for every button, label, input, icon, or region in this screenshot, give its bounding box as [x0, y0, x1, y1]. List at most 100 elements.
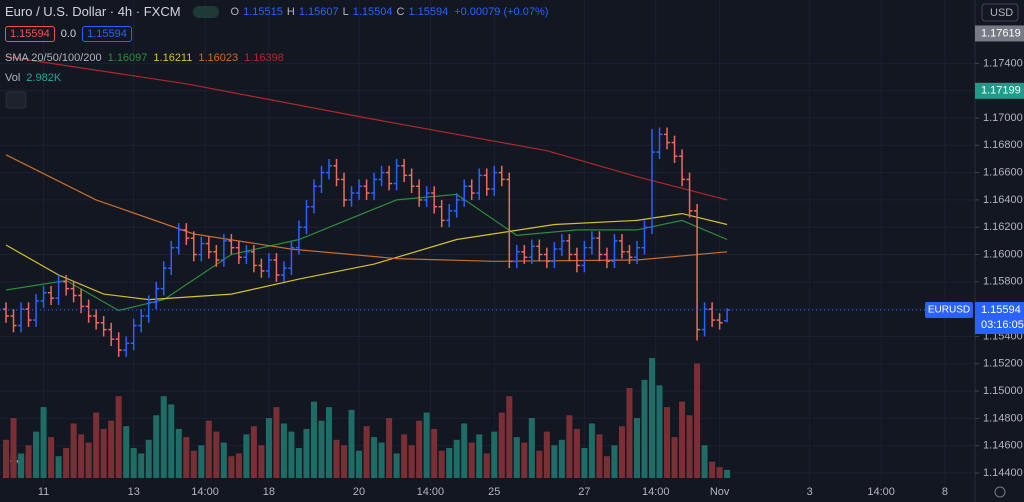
volume-bar — [618, 426, 625, 478]
price-tag-label: 1.17619 — [981, 27, 1021, 39]
moving-average — [5, 212, 728, 301]
volume-bar — [295, 448, 302, 478]
volume-bar — [175, 428, 182, 478]
volume-bar — [235, 453, 242, 478]
volume-bar — [85, 442, 92, 478]
ohlc-value: 1.15594 — [408, 5, 449, 18]
volume-bar — [356, 450, 363, 478]
volume-bar — [431, 428, 438, 478]
volume-bar — [423, 412, 430, 478]
last-price-tag — [975, 301, 1024, 334]
x-tick-label: 14:00 — [867, 486, 895, 498]
volume-bar — [461, 423, 468, 478]
ohlc-label: O — [230, 5, 240, 18]
volume-bar — [250, 426, 257, 478]
volume-bar — [183, 437, 190, 478]
y-tick-label: 1.17000 — [983, 112, 1023, 124]
volume-row: Vol 2.982K — [5, 72, 61, 84]
collapse-button[interactable] — [5, 91, 27, 109]
x-tick-label: 20 — [353, 486, 365, 498]
x-tick-label: 25 — [488, 486, 500, 498]
currency-button[interactable] — [981, 3, 1019, 22]
ohlc-label: C — [396, 5, 405, 18]
volume-bar — [648, 358, 656, 478]
sma-value: 1.16398 — [244, 52, 284, 64]
volume-bar — [198, 445, 205, 478]
volume-bar — [709, 461, 716, 478]
settings-icon[interactable] — [994, 486, 1006, 498]
volume-bar — [363, 426, 370, 478]
volume-bar — [453, 439, 460, 478]
volume-bar — [716, 467, 723, 478]
y-tick-label: 1.16800 — [983, 139, 1023, 151]
x-tick-label: 3 — [807, 486, 813, 498]
y-tick-label: 1.15000 — [983, 385, 1023, 397]
volume-bar — [326, 407, 333, 478]
last-price-label: 1.15594 — [981, 304, 1021, 316]
volume-bar — [664, 407, 671, 478]
volume-bar — [724, 469, 731, 478]
volume-bar — [573, 428, 580, 478]
volume-bar — [190, 450, 197, 478]
y-tick-label: 1.14600 — [983, 440, 1023, 452]
volume-bar — [603, 456, 610, 478]
market-status — [192, 5, 219, 18]
volume-bar — [168, 404, 175, 478]
currency[interactable]: USD — [990, 7, 1013, 19]
volume-bar — [108, 420, 115, 478]
volume-bar — [506, 396, 513, 478]
indicator-row: SMA 20/50/100/200 1.16097 1.16211 1.16023 1… — [5, 52, 284, 64]
moving-average — [5, 55, 728, 201]
sell-price[interactable]: 1.15594 — [5, 26, 55, 42]
volume-bar — [145, 439, 152, 478]
volume-bar — [476, 434, 483, 478]
volume-bar — [408, 445, 415, 478]
volume-bar — [596, 434, 603, 478]
price-tag — [975, 25, 1024, 42]
ohlc-label: L — [342, 5, 349, 18]
spread: 0.0 — [60, 28, 77, 40]
volume-bar — [468, 442, 475, 478]
volume-bar — [566, 415, 573, 478]
y-tick-label: 1.16400 — [983, 194, 1023, 206]
volume-bar — [55, 456, 62, 478]
volume-bar — [265, 418, 272, 478]
volume-bar — [25, 445, 32, 478]
volume-bar — [341, 445, 348, 478]
volume-bar — [536, 450, 543, 478]
volume-bar — [10, 418, 17, 478]
volume-bar — [310, 401, 317, 478]
symbol-tag — [925, 301, 973, 318]
volume-bar — [626, 388, 633, 478]
volume-bar — [160, 396, 167, 478]
volume-bar — [78, 434, 85, 478]
ohlc-value: 1.15515 — [243, 5, 283, 18]
indicator-title: SMA 20/50/100/200 — [5, 52, 102, 64]
volume-bar — [401, 434, 408, 478]
volume-value: 2.982K — [26, 72, 62, 84]
volume-bar — [641, 379, 648, 478]
trade-row: 1.15594 0.0 1.15594 — [5, 26, 132, 42]
ohlc-value: 1.15504 — [352, 5, 393, 18]
y-tick-label: 1.17400 — [983, 57, 1023, 69]
plot — [0, 0, 975, 485]
volume-bar — [138, 453, 145, 478]
volume-bar — [491, 431, 498, 478]
y-tick-label: 1.16200 — [983, 221, 1023, 233]
x-tick-label: 14:00 — [191, 486, 219, 498]
volume-bar — [3, 439, 10, 478]
moving-average — [5, 154, 728, 262]
x-tick-label: 11 — [38, 486, 49, 498]
volume-bar — [446, 448, 453, 478]
volume-bar — [611, 445, 618, 478]
y-tick-label: 1.14400 — [983, 467, 1023, 479]
x-tick-label: 14:00 — [642, 486, 670, 498]
ohlc-value: 1.15607 — [298, 5, 339, 18]
y-tick-label: 1.15800 — [983, 276, 1023, 288]
volume-bar — [100, 428, 107, 478]
buy-price[interactable]: 1.15594 — [82, 26, 132, 42]
x-tick-label: 27 — [578, 486, 590, 498]
volume-bar — [33, 431, 40, 478]
